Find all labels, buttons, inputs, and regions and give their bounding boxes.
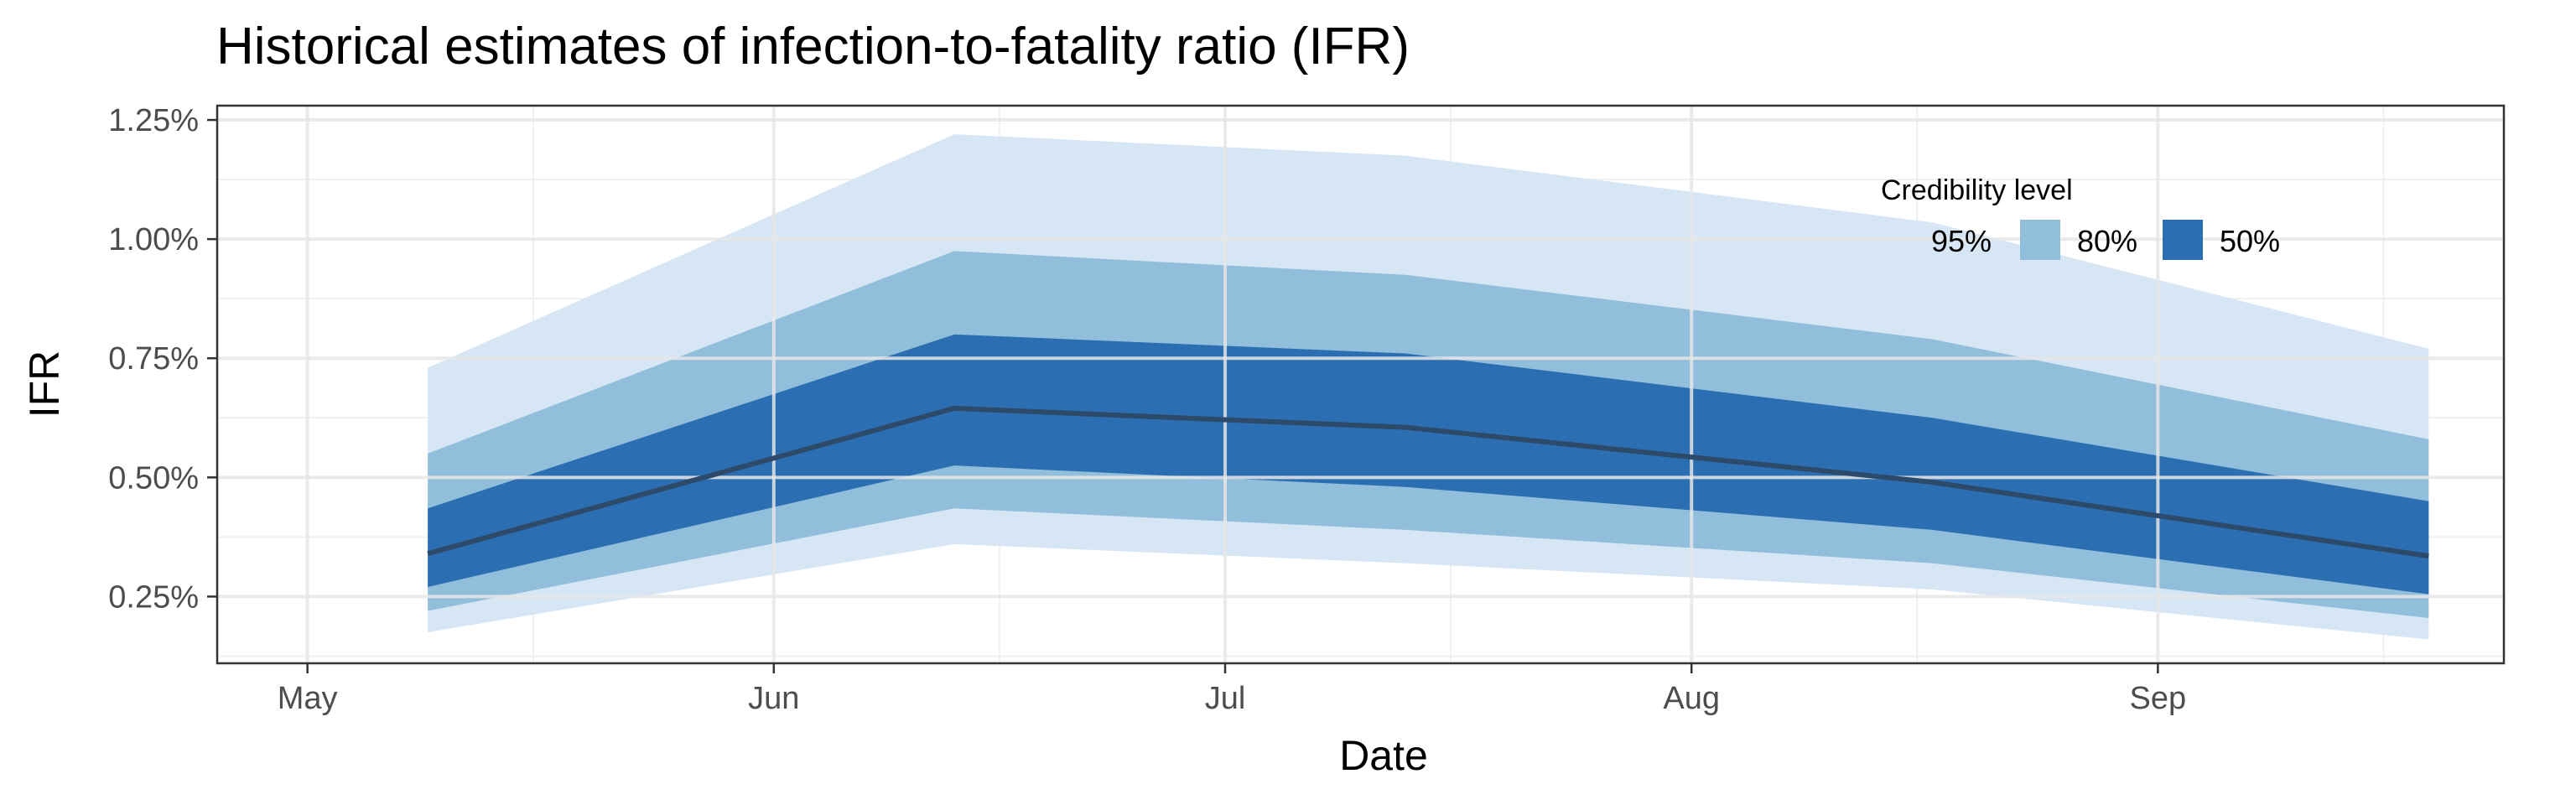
y-tick-label: 1.00% xyxy=(108,222,199,257)
y-axis-title: IFR xyxy=(21,351,68,418)
plot-panel-border xyxy=(216,104,2506,665)
legend-swatch xyxy=(2163,220,2203,260)
legend-label: 50% xyxy=(2220,224,2280,258)
x-axis: May Jun Jul Aug Sep xyxy=(278,663,2186,716)
y-tick-label: 0.50% xyxy=(108,460,199,496)
legend-title: Credibility level xyxy=(1881,174,2073,206)
x-tick-label: Aug xyxy=(1663,681,1720,716)
x-tick-label: Jun xyxy=(748,681,799,716)
credibility-bands xyxy=(428,134,2429,640)
legend: Credibility level 95% 80% 50% xyxy=(1881,174,2280,260)
y-axis: 0.25% 0.50% 0.75% 1.00% 1.25% xyxy=(108,103,217,615)
y-tick-label: 1.25% xyxy=(108,103,199,138)
major-gridlines xyxy=(217,106,2504,663)
x-tick-label: Sep xyxy=(2130,681,2187,716)
y-tick-label: 0.25% xyxy=(108,579,199,615)
median-line xyxy=(427,405,2429,559)
median-line-group xyxy=(427,405,2429,559)
y-tick-label: 0.75% xyxy=(108,341,199,377)
band-50pct xyxy=(428,334,2429,595)
legend-label: 80% xyxy=(2077,224,2137,258)
x-tick-label: May xyxy=(278,681,338,716)
x-tick-label: Jul xyxy=(1205,681,1246,716)
chart-title: Historical estimates of infection-to-fat… xyxy=(216,18,1410,75)
legend-label: 95% xyxy=(1931,224,1992,258)
legend-swatch xyxy=(2020,220,2060,260)
x-axis-title: Date xyxy=(1339,732,1428,779)
